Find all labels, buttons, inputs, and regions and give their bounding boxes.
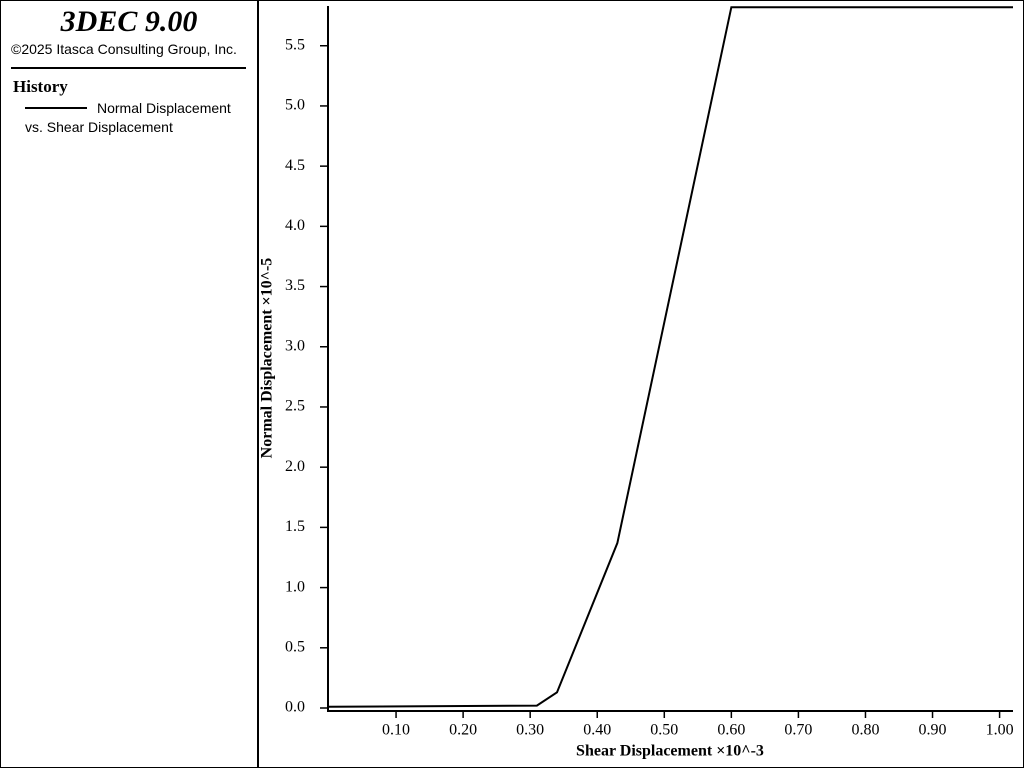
legend-label: Normal Displacement vs. Shear Displaceme…: [25, 100, 231, 135]
y-tick-label: 0.0: [285, 699, 305, 716]
x-tick-label: 0.10: [382, 722, 410, 739]
y-axis-title: Normal Displacement ×10^-5: [259, 258, 276, 459]
x-tick-label: 0.50: [650, 722, 678, 739]
x-tick-label: 0.80: [851, 722, 879, 739]
y-tick-label: 1.0: [285, 578, 305, 595]
x-tick-label: 0.20: [449, 722, 477, 739]
x-tick-label: 0.60: [717, 722, 745, 739]
y-tick-label: 4.5: [285, 157, 305, 174]
copyright: ©2025 Itasca Consulting Group, Inc.: [11, 41, 237, 57]
y-tick-label: 5.0: [285, 97, 305, 114]
y-tick-label: 3.5: [285, 277, 305, 294]
x-tick-label: 1.00: [986, 722, 1014, 739]
x-tick-label: 0.40: [583, 722, 611, 739]
y-tick-label: 2.0: [285, 458, 305, 475]
y-tick-label: 1.5: [285, 518, 305, 535]
y-tick-label: 2.5: [285, 398, 305, 415]
x-axis-title: Shear Displacement ×10^-3: [576, 743, 764, 760]
x-tick-label: 0.30: [516, 722, 544, 739]
app-title: 3DEC 9.00: [60, 5, 198, 38]
y-tick-label: 5.5: [285, 36, 305, 53]
side-panel: 3DEC 9.00 ©2025 Itasca Consulting Group,…: [1, 1, 259, 767]
data-line: [328, 6, 1013, 708]
y-tick-label: 3.0: [285, 337, 305, 354]
x-tick-label: 0.90: [919, 722, 947, 739]
x-tick-label: 0.70: [784, 722, 812, 739]
section-title: History: [13, 77, 68, 96]
y-tick-label: 4.0: [285, 217, 305, 234]
y-tick-label: 0.5: [285, 638, 305, 655]
legend-swatch: [25, 107, 87, 109]
separator: [11, 67, 246, 69]
